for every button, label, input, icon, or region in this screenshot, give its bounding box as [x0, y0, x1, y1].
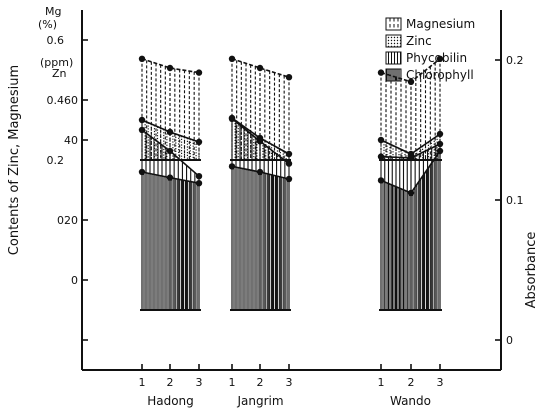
- x-tick-label: 1: [378, 376, 385, 389]
- right-tick-label: 0: [506, 334, 513, 347]
- group-label: Hadong: [147, 394, 194, 408]
- zinc-point: [377, 136, 385, 144]
- x-tick-label: 3: [286, 376, 293, 389]
- chlorophyll-point: [436, 147, 444, 155]
- legend: Magnesium Zinc Phycobilin Chlorophyll: [385, 17, 475, 82]
- phycobilin-point: [285, 160, 293, 167]
- phycobilin-point: [166, 147, 174, 155]
- chlorophyll-point: [377, 177, 385, 184]
- legend-label: Magnesium: [406, 17, 475, 31]
- chlorophyll-point: [407, 189, 415, 197]
- mg-unit-label: Mg: [45, 5, 61, 18]
- y-tick-label-mg: 0: [57, 214, 64, 227]
- zn-unit-label-ppm: (ppm): [40, 56, 73, 69]
- x-tick-label: 2: [408, 376, 415, 389]
- x-tick-label: 2: [257, 376, 264, 389]
- chlorophyll-point: [195, 180, 203, 187]
- chlorophyll-point: [285, 175, 293, 183]
- magnesium-point: [138, 55, 146, 62]
- zinc-point: [138, 116, 146, 124]
- axes: [81, 10, 502, 371]
- chlorophyll-area: [169, 177, 200, 310]
- x-tick-label: 1: [229, 376, 236, 389]
- zn-unit-label: Zn: [52, 67, 67, 80]
- legend-label: Zinc: [406, 34, 432, 48]
- magnesium-point: [377, 69, 385, 76]
- x-tick-label: 2: [167, 376, 174, 389]
- y-axis-right-label: Absorbance: [524, 232, 539, 309]
- plot-area: [138, 55, 444, 311]
- magnesium-point: [285, 74, 293, 81]
- right-tick-label: 0.1: [506, 194, 524, 207]
- chlorophyll-point: [228, 163, 236, 170]
- magnesium-point: [407, 78, 415, 86]
- legend-swatch: [385, 34, 402, 48]
- phycobilin-point: [407, 154, 415, 162]
- phycobilin-point: [377, 153, 385, 160]
- magnesium-line: [141, 58, 200, 74]
- magnesium-point: [166, 64, 174, 72]
- phycobilin-point: [138, 126, 146, 134]
- chlorophyll-area: [141, 172, 171, 310]
- x-tick-label: 3: [437, 376, 444, 389]
- chlorophyll-point: [166, 174, 174, 181]
- magnesium-point: [228, 55, 236, 62]
- chlorophyll-area: [231, 166, 261, 310]
- y-tick-label-zn: 60: [64, 94, 78, 107]
- legend-swatch: [385, 51, 402, 65]
- legend-swatch: [385, 17, 402, 31]
- magnesium-area: [410, 58, 441, 160]
- phycobilin-point: [256, 138, 264, 145]
- zinc-point: [436, 130, 444, 138]
- group-label: Wando: [390, 394, 431, 408]
- x-tick-label: 3: [196, 376, 203, 389]
- magnesium-point: [256, 64, 264, 72]
- magnesium-line: [231, 58, 290, 78]
- y-tick-label-mg: 0.6: [47, 34, 65, 47]
- legend-swatch: [385, 68, 402, 82]
- chlorophyll-point: [256, 168, 264, 176]
- unit-labels: Mg (%) (ppm) Zn: [38, 5, 73, 80]
- y-tick-label-zn: 0: [71, 274, 78, 287]
- phycobilin-point: [195, 173, 203, 180]
- y-tick-label-zn: 40: [64, 134, 78, 147]
- phycobilin-point: [436, 140, 444, 148]
- x-tick-label: 1: [139, 376, 146, 389]
- y-axis-left-label: Contents of Zinc, Magnesium: [7, 65, 22, 255]
- legend-label: Phycobilin: [406, 51, 467, 65]
- chlorophyll-area: [259, 172, 290, 310]
- chlorophyll-area: [410, 151, 441, 310]
- right-tick-label: 0.2: [506, 54, 524, 67]
- right-ticks: 0.2 0.1 0: [495, 54, 524, 347]
- y-tick-label-zn: 20: [64, 214, 78, 227]
- mg-unit-label-percent: (%): [38, 18, 57, 31]
- group-label: Jangrim: [236, 394, 283, 408]
- chlorophyll-point: [138, 168, 146, 176]
- y-tick-label-mg: 0.2: [47, 154, 65, 167]
- zinc-point: [285, 150, 293, 158]
- zinc-point: [166, 128, 174, 136]
- magnesium-point: [195, 69, 203, 76]
- magnesium-point: [436, 55, 444, 62]
- zinc-point: [195, 138, 203, 146]
- y-tick-label-mg: 0.4: [47, 94, 65, 107]
- legend-label: Chlorophyll: [406, 68, 474, 82]
- phycobilin-point: [228, 115, 236, 123]
